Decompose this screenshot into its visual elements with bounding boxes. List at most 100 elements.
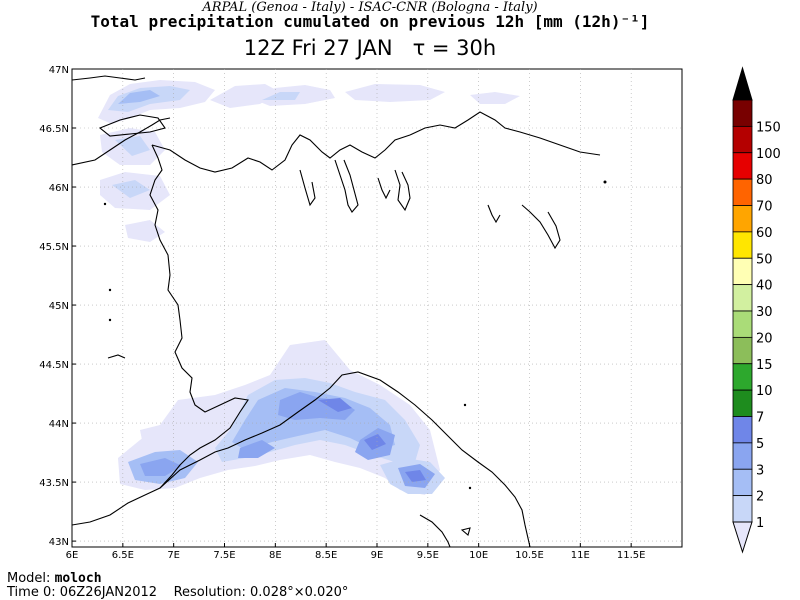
subtitle-tau: τ = 30h: [412, 36, 497, 60]
precip-area-ligurian-core: [318, 398, 352, 412]
lake-small-2: [487, 204, 501, 224]
colorbar-segment: [732, 336, 753, 365]
lat-tick-label: 43N: [49, 537, 69, 548]
colorbar-segment: [732, 284, 753, 312]
colorbar-segment: [732, 468, 753, 497]
header-institutions: ARPAL (Genoa - Italy) - ISAC-CNR (Bologn…: [202, 0, 538, 15]
model-label: Model:: [7, 571, 51, 586]
colorbar-label: 80: [756, 173, 773, 188]
footer-model: Model: moloch: [7, 571, 102, 586]
precip-area-sea-se-core: [405, 470, 426, 482]
lake-maggiore: [299, 169, 316, 207]
header-subtitle: 12Z Fri 27 JAN τ = 30h: [0, 36, 740, 60]
lake-garda: [394, 169, 411, 212]
border-austria-italy: [409, 111, 601, 156]
lon-tick-label: 9E: [371, 550, 384, 561]
lon-tick-label: 11E: [571, 550, 590, 561]
colorbar-label: 100: [756, 147, 781, 162]
colorbar-underflow-triangle: [732, 521, 753, 554]
colorbar-label: 50: [756, 252, 773, 267]
precip-area-west-2-inner: [112, 180, 150, 198]
lon-tick-label: 6E: [66, 550, 79, 561]
colorbar-segment: [732, 99, 753, 127]
colorbar-segment: [732, 152, 753, 180]
colorbar-segment: [732, 363, 753, 391]
colorbar-segment: [732, 416, 753, 444]
colorbar-label: 2: [756, 490, 764, 505]
colorbar-label: 15: [756, 358, 773, 373]
lat-tick-label: 44N: [49, 419, 69, 430]
colorbar-label: 20: [756, 331, 773, 346]
small-features: [103, 180, 607, 490]
lat-tick-label: 43.5N: [39, 478, 69, 489]
subtitle-time: 12Z Fri 27 JAN: [243, 36, 393, 60]
colorbar-label: 40: [756, 279, 773, 294]
longitude-tick-labels: 6E 6.5E 7E 7.5E 8E 8.5E 9E 9.5E 10E 10.5E 11E 11.5E: [66, 543, 646, 561]
precip-area-alps-n2-inner: [262, 92, 300, 100]
coast-adriatic-north: [521, 204, 561, 250]
coast-island: [460, 527, 471, 536]
coast-west-sea: [107, 354, 126, 359]
header-title: Total precipitation cumulated on previou…: [90, 12, 650, 31]
model-value: moloch: [54, 571, 102, 586]
border-switzerland: [72, 117, 171, 166]
precip-area-genoa-core: [238, 440, 275, 458]
colorbar-label: 1: [756, 516, 764, 531]
colorbar-overflow-triangle: [732, 66, 753, 101]
colorbar-label: 60: [756, 226, 773, 241]
lat-tick-label: 45.5N: [39, 242, 69, 253]
country-borders: [72, 75, 601, 547]
resolution-value: 0.028°×0.020°: [250, 585, 349, 600]
border-france-italy: [149, 144, 249, 489]
time-label: Time 0:: [7, 585, 56, 600]
colorbar-label: 5: [756, 437, 764, 452]
colorbar-segment: [732, 389, 753, 417]
colorbar-label: 7: [756, 411, 764, 426]
border-swiss-italy: [151, 134, 411, 173]
lon-tick-label: 9.5E: [417, 550, 439, 561]
lat-tick-label: 47N: [49, 65, 69, 76]
latitude-tick-labels: 47N 46.5N 46N 45.5N 45N 44.5N 44N 43.5N 43N: [39, 65, 76, 548]
border-lake-geneva: [98, 114, 166, 137]
precipitation-field: [98, 80, 520, 495]
coast-corsica: [419, 514, 451, 547]
precip-area-alps-nw-core: [118, 90, 160, 104]
precip-area-corsica-n-core: [364, 434, 386, 450]
footer-time: Time 0: 06Z26JAN2012 Resolution: 0.028°×…: [7, 585, 348, 600]
colorbar-label: 150: [756, 120, 781, 135]
map-gridlines: [72, 69, 682, 547]
colorbar-segment: [732, 495, 753, 523]
precip-area-alps-ne: [345, 84, 445, 102]
colorbar-label: 30: [756, 305, 773, 320]
lon-tick-label: 7.5E: [213, 550, 235, 561]
lat-tick-label: 44.5N: [39, 360, 69, 371]
lake-como: [334, 159, 359, 213]
lake-small-1: [377, 177, 391, 200]
lon-tick-label: 8.5E: [315, 550, 337, 561]
lon-tick-label: 7E: [167, 550, 180, 561]
precip-area-sea-sw-core: [140, 458, 182, 476]
precip-area-coast-w: [140, 425, 175, 442]
colorbar-segment: [732, 257, 753, 286]
colorbar-segment: [732, 442, 753, 470]
lon-tick-label: 11.5E: [617, 550, 646, 561]
colorbar-segment: [732, 178, 753, 206]
lat-tick-label: 46.5N: [39, 124, 69, 135]
resolution-label: Resolution:: [173, 585, 246, 600]
colorbar-segment: [732, 310, 753, 338]
colorbar-segment: [732, 231, 753, 259]
precip-area-ligurian-3: [232, 388, 395, 450]
colorbar: 1 2 3 5 7 10 15 20 30 40 50 60 70 80 100 150: [732, 66, 781, 554]
colorbar-label: 10: [756, 384, 773, 399]
lon-tick-label: 10.5E: [515, 550, 544, 561]
lat-tick-label: 45N: [49, 301, 69, 312]
colorbar-label: 70: [756, 200, 773, 215]
colorbar-segment: [732, 125, 753, 154]
colorbar-segment: [732, 205, 753, 233]
alpine-border-north: [72, 75, 146, 81]
time-value: 06Z26JAN2012: [59, 585, 158, 600]
lon-tick-label: 8E: [269, 550, 282, 561]
lon-tick-label: 10E: [469, 550, 488, 561]
lat-tick-label: 46N: [49, 183, 69, 194]
